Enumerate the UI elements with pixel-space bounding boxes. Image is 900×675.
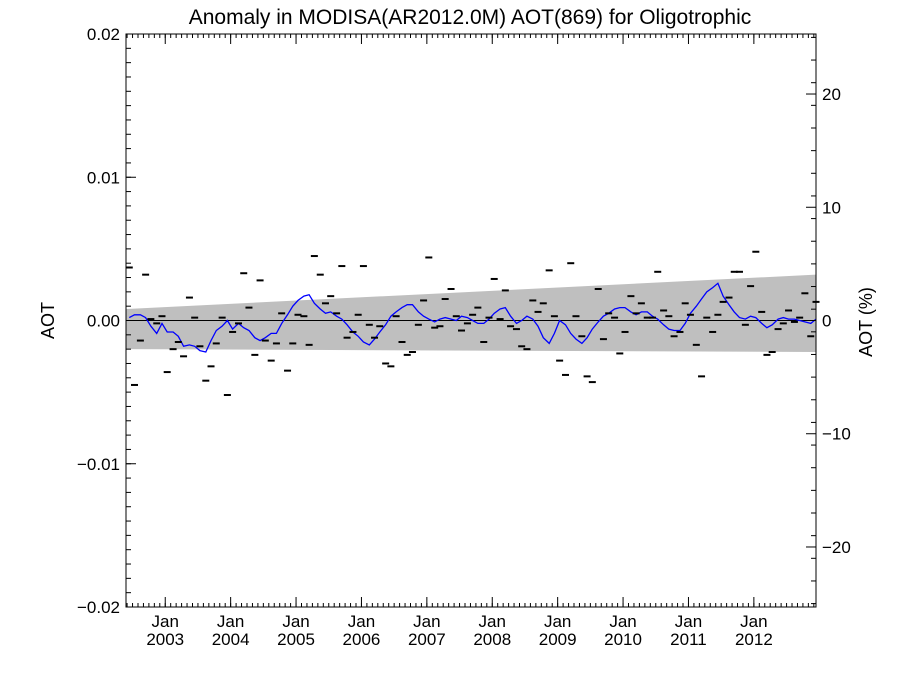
- x-tick-label-year: 2010: [604, 630, 642, 649]
- x-tick-label-year: 2003: [146, 630, 184, 649]
- y2-tick-label: 0: [822, 312, 831, 331]
- x-tick-label-year: 2009: [539, 630, 577, 649]
- chart-title: Anomaly in MODISA(AR2012.0M) AOT(869) fo…: [189, 6, 752, 29]
- y-tick-label: 0.01: [87, 168, 120, 187]
- x-tick-label-year: 2008: [473, 630, 511, 649]
- x-axis: Jan2003Jan2004Jan2005Jan2006Jan2007Jan20…: [126, 34, 815, 649]
- band-area: [126, 274, 816, 353]
- y-tick-label: −0.01: [77, 455, 120, 474]
- x-tick-label-month: Jan: [675, 612, 702, 631]
- x-tick-label-month: Jan: [479, 612, 506, 631]
- y-tick-label: 0.02: [87, 25, 120, 44]
- x-tick-label-month: Jan: [544, 612, 571, 631]
- x-tick-label-month: Jan: [348, 612, 375, 631]
- y2-tick-label: 10: [822, 198, 841, 217]
- y2-tick-label: −10: [822, 425, 851, 444]
- x-tick-label-year: 2006: [343, 630, 381, 649]
- confidence-band: [126, 274, 816, 353]
- monthly-anomaly-markers: [125, 250, 820, 396]
- running-mean-polyline: [128, 282, 817, 353]
- x-tick-label-month: Jan: [152, 612, 179, 631]
- x-tick-label-month: Jan: [413, 612, 440, 631]
- y-tick-label: −0.02: [77, 598, 120, 617]
- x-tick-label-month: Jan: [609, 612, 636, 631]
- y-axis-right: 20 10 0 −10 −20: [806, 36, 851, 605]
- x-tick-label-month: Jan: [740, 612, 767, 631]
- x-tick-label-year: 2012: [735, 630, 773, 649]
- y-axis-left: 0.02 0.01 0.00 −0.01 −0.02: [77, 25, 136, 617]
- y-axis-label: AOT: [38, 302, 58, 339]
- x-tick-label-month: Jan: [217, 612, 244, 631]
- running-mean-line: [128, 282, 817, 353]
- x-tick-label-year: 2004: [212, 630, 250, 649]
- x-tick-label-year: 2011: [670, 630, 707, 649]
- y2-tick-label: 20: [822, 85, 841, 104]
- y-tick-label: 0.00: [87, 312, 120, 331]
- x-tick-label-month: Jan: [282, 612, 309, 631]
- x-tick-label-year: 2007: [408, 630, 446, 649]
- x-tick-label-year: 2005: [277, 630, 315, 649]
- y2-axis-label: AOT (%): [856, 287, 876, 357]
- y2-tick-label: −20: [822, 538, 851, 557]
